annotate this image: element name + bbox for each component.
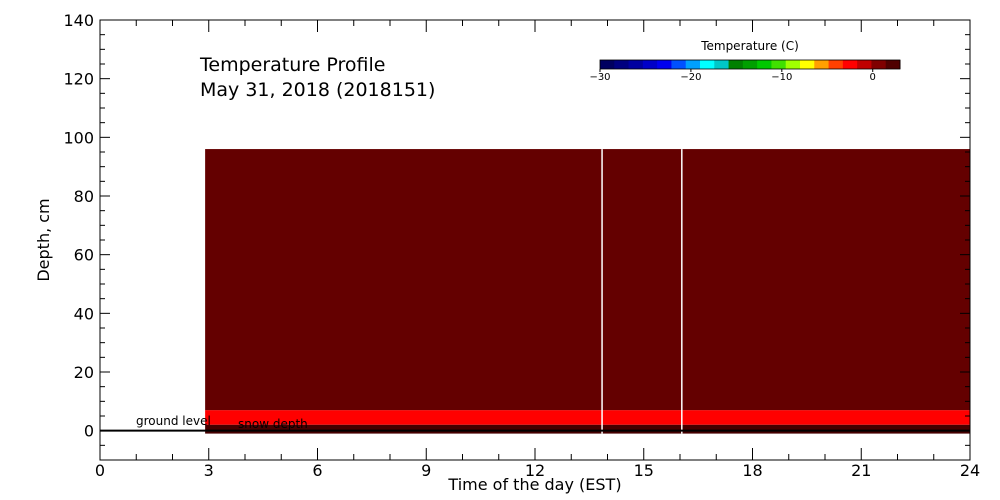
colorbar-swatch — [771, 60, 787, 69]
x-tick-label: 3 — [204, 461, 214, 480]
x-axis-title: Time of the day (EST) — [447, 475, 621, 494]
x-tick-label: 21 — [851, 461, 871, 480]
x-tick-label: 9 — [421, 461, 431, 480]
colorbar-swatch — [785, 60, 801, 69]
y-tick-label: 20 — [74, 363, 94, 382]
heatmap-layer — [205, 149, 970, 434]
y-axis-title: Depth, cm — [34, 198, 53, 281]
y-tick-label: 120 — [63, 70, 94, 89]
x-tick-label: 18 — [742, 461, 762, 480]
y-tick-label: 40 — [74, 304, 94, 323]
x-tick-label: 15 — [634, 461, 654, 480]
heatmap-band-2 — [205, 424, 970, 434]
colorbar-swatch — [657, 60, 672, 69]
colorbar-swatch — [814, 60, 830, 69]
colorbar: −30 −20 −10 0 — [589, 59, 901, 83]
colorbar-swatch — [728, 60, 744, 69]
y-tick-label: 100 — [63, 128, 94, 147]
gap-layer — [601, 149, 683, 434]
colorbar-swatch — [742, 60, 758, 69]
y-tick-label: 0 — [84, 422, 94, 441]
y-tick-label: 140 — [63, 11, 94, 30]
x-tick-label: 6 — [312, 461, 322, 480]
colorbar-swatch — [600, 60, 615, 69]
x-tick-label: 24 — [960, 461, 980, 480]
colorbar-swatch — [757, 60, 772, 69]
heatmap-band-0 — [205, 410, 970, 425]
chart-title: Temperature Profile — [199, 54, 385, 76]
colorbar-tick-label: −20 — [680, 72, 701, 83]
colorbar-swatch — [871, 60, 887, 69]
colorbar-swatch — [885, 60, 901, 69]
ground-level-label: ground level — [136, 414, 211, 428]
x-axis: 0 3 6 9 12 15 18 21 24 — [95, 20, 980, 480]
colorbar-title: Temperature (C) — [700, 39, 799, 53]
colorbar-swatch — [842, 60, 858, 69]
colorbar-swatch — [614, 60, 630, 69]
colorbar-swatch — [671, 60, 687, 69]
y-axis: 0 20 40 60 80 100 120 140 — [63, 11, 970, 461]
x-tick-label: 0 — [95, 461, 105, 480]
colorbar-swatch — [700, 60, 715, 69]
y-tick-label: 80 — [74, 187, 94, 206]
x-tick-label: 12 — [525, 461, 545, 480]
colorbar-swatch — [642, 60, 658, 69]
snow-depth-label: snow depth — [238, 417, 308, 431]
colorbar-swatch — [714, 60, 730, 69]
colorbar-frame — [599, 59, 901, 70]
colorbar-tick-label: 0 — [870, 72, 876, 83]
colorbar-tick-label: −30 — [589, 72, 610, 83]
colorbar-swatch — [685, 60, 701, 69]
chart-subtitle: May 31, 2018 (2018151) — [200, 79, 435, 101]
colorbar-swatch — [828, 60, 844, 69]
y-tick-label: 60 — [74, 246, 94, 265]
colorbar-tick-label: −10 — [771, 72, 792, 83]
colorbar-swatch — [800, 60, 815, 69]
colorbar-swatch — [857, 60, 872, 69]
colorbar-swatch — [628, 60, 644, 69]
heatmap-band-1 — [205, 149, 970, 411]
